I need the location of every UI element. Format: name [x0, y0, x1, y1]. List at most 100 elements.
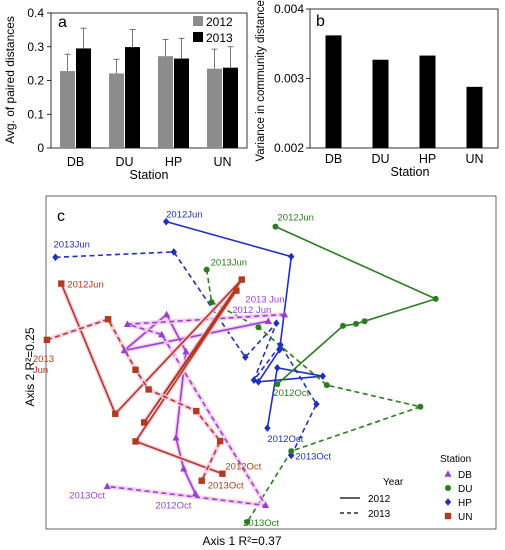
panel-c-point	[280, 310, 289, 318]
panel-c-point	[162, 217, 170, 226]
panel-c-legend-year-label: 2013	[368, 509, 391, 520]
panel-b-xtick-label: DB	[325, 152, 342, 166]
panel-c-point-label-line: 2012Oct	[225, 462, 261, 473]
panel-c-point	[353, 320, 360, 327]
panel-a-legend-swatch	[193, 16, 203, 26]
panel-c-legend-year-label: 2012	[368, 494, 391, 505]
panel-c-point-label: 2012Oct	[267, 434, 303, 445]
panel-c-point-label-line: Jun	[33, 365, 48, 376]
panel-c-point	[104, 316, 112, 323]
panel-c-legend: Year 2012 2013 Station DB DU HP UN	[340, 454, 472, 523]
panel-c-point	[313, 400, 320, 408]
panel-c-point	[172, 433, 180, 441]
panel-c-point-label-line: 2013Oct	[295, 451, 331, 462]
panel-c-point-label: 2012Jun	[278, 213, 314, 224]
panel-c-point-label: 2012Oct	[225, 462, 261, 473]
panel-c-point	[340, 322, 346, 329]
panel-c-point	[319, 372, 326, 380]
panel-a-xlabel: Station	[130, 168, 169, 182]
panel-c-point	[288, 451, 295, 460]
panel-c-point	[238, 276, 245, 283]
panel-c-point	[52, 253, 59, 262]
panel-c-xlabel: Axis 1 R²=0.37	[202, 534, 281, 548]
panel-c-point-label-line: 2013Oct	[69, 490, 105, 501]
panel-c-point	[274, 381, 281, 388]
panel-c-point-label: 2012Oct	[273, 388, 309, 399]
panel-c-point	[180, 464, 188, 472]
panel-c-point	[158, 330, 166, 338]
panel-c-point	[255, 378, 262, 386]
panel-c-legend-year-title: Year	[383, 477, 404, 488]
panel-c-point-label-line: 2013Jun	[211, 258, 247, 269]
panel-c-point-label-line: 2012Oct	[273, 388, 309, 399]
panel-b-ytick-label: 0.002	[274, 141, 304, 155]
panel-b-ytick-label: 0.004	[274, 2, 304, 16]
panel-b: b Variance in community distances Statio…	[255, 0, 499, 179]
panel-c-point	[274, 364, 281, 372]
panel-b-bar	[466, 86, 483, 148]
panel-b-bar	[325, 35, 342, 148]
panel-a-ytick-label: 0.4	[27, 6, 44, 20]
panel-c-point	[191, 489, 199, 497]
panel-b-bar	[419, 55, 436, 148]
panel-c-series-line	[107, 313, 285, 507]
panel-c-point-label: 2013Jun	[53, 239, 89, 250]
panel-c-point	[43, 336, 51, 344]
panel-a-xtick-label: HP	[165, 155, 182, 169]
panel-c-point-label-line: 2013	[33, 354, 54, 365]
panel-c-point	[233, 287, 240, 294]
panel-c-point-label: 2013Oct	[295, 451, 331, 462]
panel-b-xtick-label: DU	[371, 152, 389, 166]
panel-c-legend-station-label: UN	[458, 512, 472, 523]
panel-c-point-label-line: 2012Jun	[166, 210, 202, 221]
panel-c-point-label-line: 2013Oct	[243, 518, 279, 529]
panel-c-frame	[45, 195, 497, 530]
panel-a-letter: a	[58, 14, 67, 31]
panel-c-point-label: 2012Oct	[155, 501, 191, 512]
panel-c-point	[203, 266, 210, 273]
panel-a-xtick-label: DU	[115, 155, 133, 169]
panel-a-legend-label: 2013	[206, 31, 233, 45]
panel-c-point-label-line: 2013 Jun	[245, 295, 284, 306]
panel-c-point-label: 2013Oct	[208, 481, 244, 492]
panel-b-xtick-label: HP	[419, 152, 436, 166]
panel-c-point-label: 2012Jun	[67, 280, 103, 291]
panel-c-point	[198, 477, 205, 484]
panel-c-point	[323, 382, 330, 389]
panel-c-point	[242, 353, 249, 361]
panel-b-xlabel: Station	[391, 165, 430, 179]
panel-a-legend-swatch	[193, 32, 203, 42]
panel-c-point	[264, 424, 271, 432]
panel-c-legend-station-title: Station	[440, 454, 471, 465]
panel-c-letter: c	[57, 208, 65, 225]
panel-a-xtick-label: UN	[213, 155, 231, 169]
panel-a-ylabel: Avg. of paired distances	[3, 16, 17, 144]
panel-c-point	[170, 248, 177, 256]
panel-c-series-line	[55, 251, 318, 456]
panel-a-bar	[60, 71, 75, 148]
panel-a-ytick-label: 0.1	[27, 107, 44, 121]
panel-a-xtick-label: DB	[67, 155, 84, 169]
panel-c-point	[288, 252, 295, 261]
panel-c-point	[262, 501, 270, 509]
panel-c-point	[255, 324, 262, 331]
panel-c-point	[140, 419, 148, 426]
panel-c-point	[288, 448, 295, 455]
panel-c-point	[432, 295, 439, 302]
panel-c-point-label-line: 2012Oct	[267, 434, 303, 445]
panel-c-point-label-line: 2013Jun	[53, 239, 89, 250]
panel-c-point	[112, 410, 119, 417]
panel-c-point-label-line: 2012Oct	[155, 501, 191, 512]
panel-c-legend-station-marker	[444, 470, 452, 477]
panel-c-point	[123, 320, 132, 328]
panel-a-bar	[109, 73, 124, 148]
panel-c-point-label-line: 2012 Jun	[232, 305, 271, 316]
panel-c-point	[132, 366, 139, 374]
panel-c-legend-station-marker	[445, 485, 451, 491]
panel-a: a Avg. of paired distances Station 0 0.1 0…	[3, 6, 248, 182]
panel-c-point	[219, 470, 226, 477]
panel-b-ytick-label: 0.003	[274, 72, 304, 86]
panel-c-point	[361, 318, 368, 325]
panel-c-point	[276, 346, 283, 354]
panel-c-point	[182, 347, 190, 355]
